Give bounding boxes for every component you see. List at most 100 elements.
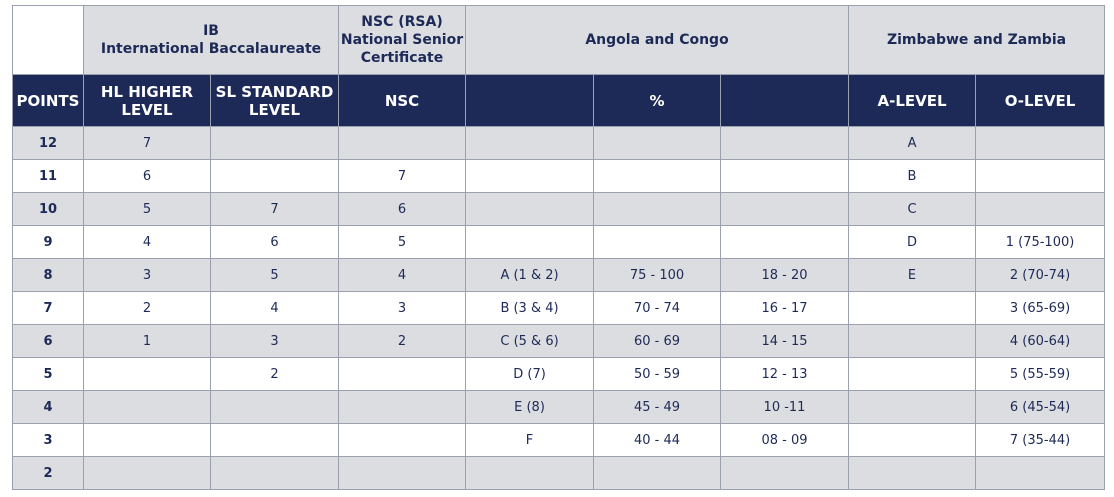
angola-percent-cell [593,159,722,193]
angola-grade-cell [465,159,595,193]
hl-cell [83,390,211,424]
grade-conversion-table: IB International Baccalaureate NSC (RSA)… [12,5,1106,490]
angola-grade-cell: B (3 & 4) [465,291,595,325]
o-level-cell [975,126,1106,160]
nsc-cell: 2 [338,324,467,358]
a-level-cell: C [848,192,977,226]
o-level-cell: 2 (70-74) [975,258,1106,292]
header-sl-line-1: SL STANDARD [215,82,334,101]
nsc-cell: 7 [338,159,467,193]
angola-grade-cell: F [465,423,595,457]
nsc-cell [338,456,467,490]
o-level-cell: 1 (75-100) [975,225,1106,259]
group-nsc: NSC (RSA) National Senior Certificate [338,5,467,75]
nsc-cell: 4 [338,258,467,292]
sl-cell: 4 [209,291,340,325]
angola-range-cell [720,126,850,160]
sl-cell: 7 [209,192,340,226]
a-level-cell: A [848,126,977,160]
nsc-cell: 5 [338,225,467,259]
angola-percent-cell [593,456,722,490]
angola-grade-cell: D (7) [465,357,595,391]
header-sl: SL STANDARD LEVEL [209,74,340,127]
header-angola-range [720,74,850,127]
hl-cell: 6 [83,159,211,193]
sl-cell: 5 [209,258,340,292]
header-hl: HL HIGHER LEVEL [83,74,211,127]
hl-cell: 4 [83,225,211,259]
sl-cell: 3 [209,324,340,358]
o-level-cell: 3 (65-69) [975,291,1106,325]
points-cell: 11 [12,159,84,193]
nsc-cell: 6 [338,192,467,226]
corner-cell [12,5,84,75]
a-level-cell [848,324,977,358]
o-level-cell: 4 (60-64) [975,324,1106,358]
angola-grade-cell [465,456,595,490]
a-level-cell [848,423,977,457]
hl-cell: 3 [83,258,211,292]
table-row: 2 [12,456,1106,490]
angola-percent-cell [593,192,722,226]
angola-grade-cell [465,192,595,226]
points-cell: 5 [12,357,84,391]
sl-cell: 2 [209,357,340,391]
a-level-cell [848,357,977,391]
nsc-cell [338,357,467,391]
hl-cell: 1 [83,324,211,358]
points-cell: 9 [12,225,84,259]
sl-cell [209,456,340,490]
nsc-cell [338,126,467,160]
table-row: 10 5 7 6 C [12,192,1106,226]
angola-grade-cell [465,225,595,259]
points-cell: 8 [12,258,84,292]
header-angola-percent: % [593,74,722,127]
header-points: POINTS [12,74,84,127]
angola-percent-cell [593,126,722,160]
points-cell: 2 [12,456,84,490]
points-cell: 4 [12,390,84,424]
o-level-cell [975,456,1106,490]
angola-range-cell [720,192,850,226]
a-level-cell: E [848,258,977,292]
o-level-cell [975,192,1106,226]
points-cell: 10 [12,192,84,226]
angola-percent-cell: 75 - 100 [593,258,722,292]
hl-cell: 5 [83,192,211,226]
angola-range-cell [720,225,850,259]
header-hl-line-2: LEVEL [121,100,173,119]
o-level-cell [975,159,1106,193]
header-o-level: O-LEVEL [975,74,1106,127]
angola-percent-cell [593,225,722,259]
points-cell: 3 [12,423,84,457]
angola-percent-cell: 40 - 44 [593,423,722,457]
angola-range-cell [720,159,850,193]
sl-cell [209,423,340,457]
angola-grade-cell: C (5 & 6) [465,324,595,358]
angola-percent-cell: 45 - 49 [593,390,722,424]
group-ib-name: International Baccalaureate [100,41,322,57]
header-a-level: A-LEVEL [848,74,977,127]
group-angola-congo: Angola and Congo [465,5,850,75]
nsc-cell: 3 [338,291,467,325]
angola-grade-cell [465,126,595,160]
o-level-cell: 5 (55-59) [975,357,1106,391]
nsc-cell [338,423,467,457]
table-row: 12 7 A [12,126,1106,160]
sl-cell: 6 [209,225,340,259]
points-cell: 6 [12,324,84,358]
angola-grade-cell: E (8) [465,390,595,424]
points-cell: 12 [12,126,84,160]
a-level-cell: B [848,159,977,193]
angola-percent-cell: 70 - 74 [593,291,722,325]
hl-cell [83,423,211,457]
header-sl-line-2: LEVEL [248,100,301,119]
hl-cell [83,357,211,391]
group-header-row: IB International Baccalaureate NSC (RSA)… [12,5,1106,75]
a-level-cell [848,390,977,424]
angola-range-cell: 18 - 20 [720,258,850,292]
